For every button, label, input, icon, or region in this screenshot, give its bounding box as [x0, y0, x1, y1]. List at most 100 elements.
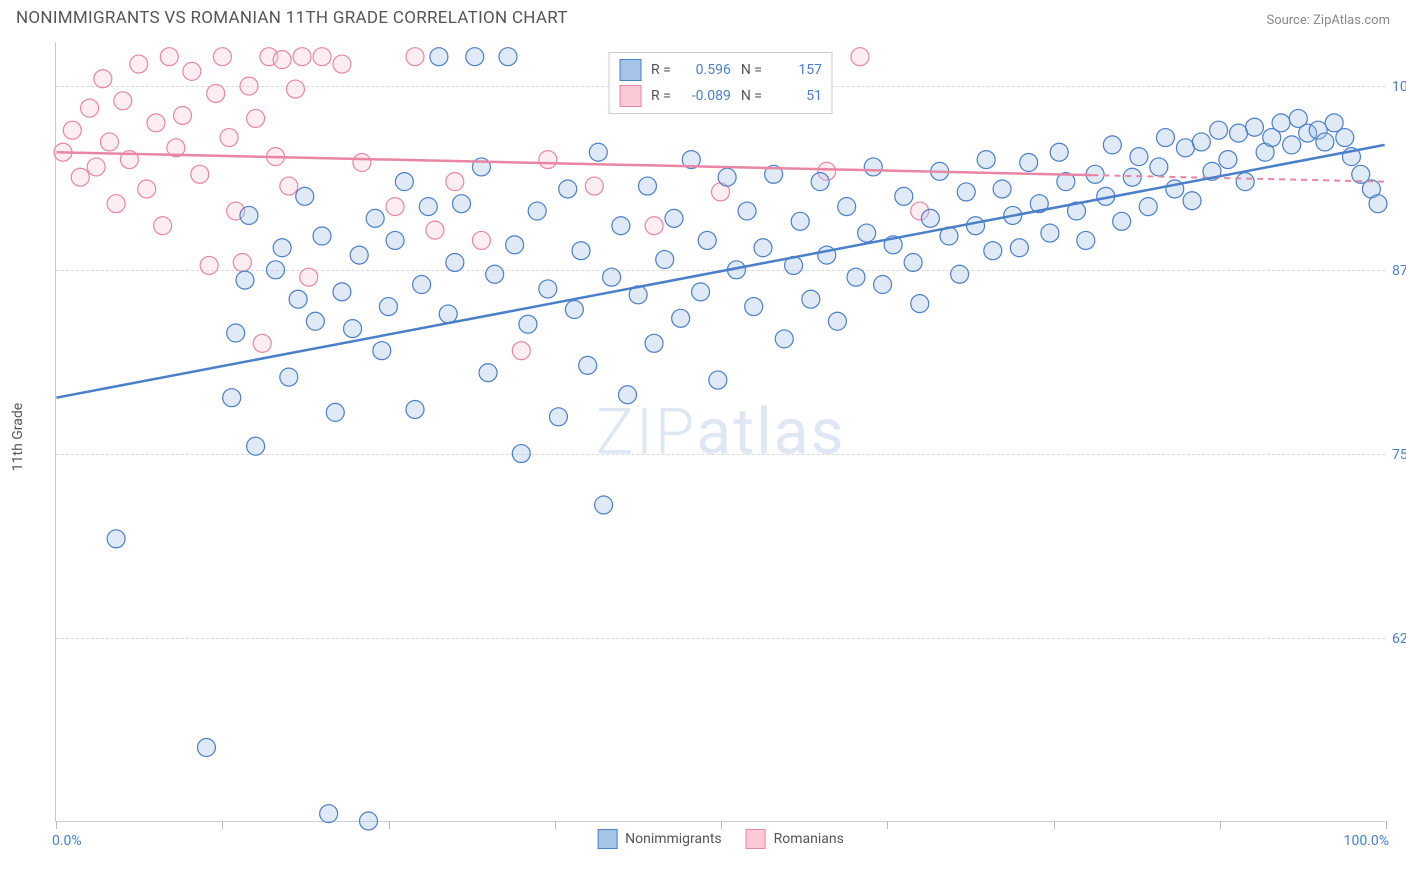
- data-point: [1176, 139, 1194, 157]
- data-point: [754, 239, 772, 257]
- x-tick: [887, 821, 888, 829]
- data-point: [289, 290, 307, 308]
- y-tick-label: 75.0%: [1392, 447, 1406, 463]
- data-point: [466, 48, 484, 66]
- data-point: [1336, 129, 1354, 147]
- data-point: [984, 242, 1002, 260]
- data-point: [718, 168, 736, 186]
- plot-area: ZIPatlas R = 0.596 N = 157 R = -0.089 N …: [55, 42, 1385, 822]
- data-point: [993, 180, 1011, 198]
- data-point: [197, 739, 215, 757]
- data-point: [1041, 224, 1059, 242]
- data-point: [183, 62, 201, 80]
- legend-row-romanians: R = -0.089 N = 51: [619, 83, 822, 109]
- legend-swatch-romanians: [619, 85, 641, 107]
- data-point: [326, 403, 344, 421]
- data-point: [692, 283, 710, 301]
- data-point: [1316, 133, 1334, 151]
- data-point: [267, 261, 285, 279]
- data-point: [419, 198, 437, 216]
- data-point: [539, 280, 557, 298]
- x-tick: [721, 821, 722, 829]
- data-point: [147, 114, 165, 132]
- data-point: [1192, 133, 1210, 151]
- data-point: [1130, 148, 1148, 166]
- legend-color-nonimmigrants: [597, 829, 617, 849]
- data-point: [1183, 192, 1201, 210]
- data-point: [698, 231, 716, 249]
- data-point: [300, 268, 318, 286]
- chart-title: NONIMMIGRANTS VS ROMANIAN 11TH GRADE COR…: [16, 8, 568, 28]
- x-tick: [222, 821, 223, 829]
- chart-header: NONIMMIGRANTS VS ROMANIAN 11TH GRADE COR…: [0, 0, 1406, 32]
- data-point: [223, 389, 241, 407]
- data-point: [1103, 136, 1121, 154]
- data-point: [802, 290, 820, 308]
- data-point: [656, 251, 674, 269]
- data-point: [353, 154, 371, 172]
- data-point: [306, 312, 324, 330]
- chart-source: Source: ZipAtlas.com: [1266, 13, 1390, 28]
- data-point: [296, 187, 314, 205]
- data-point: [1050, 143, 1068, 161]
- data-point: [63, 121, 81, 139]
- legend-row-nonimmigrants: R = 0.596 N = 157: [619, 57, 822, 83]
- data-point: [512, 445, 530, 463]
- data-point: [1230, 124, 1248, 142]
- y-tick-label: 100.0%: [1392, 79, 1406, 95]
- data-point: [745, 298, 763, 316]
- data-point: [386, 231, 404, 249]
- x-axis-min-label: 0.0%: [52, 833, 82, 849]
- data-point: [519, 315, 537, 333]
- data-point: [847, 268, 865, 286]
- data-point: [154, 217, 172, 235]
- data-point: [665, 209, 683, 227]
- data-point: [911, 295, 929, 313]
- legend-color-romanians: [746, 829, 766, 849]
- data-point: [1369, 195, 1387, 213]
- data-point: [645, 217, 663, 235]
- data-point: [240, 77, 258, 95]
- data-point: [603, 268, 621, 286]
- data-point: [512, 342, 530, 360]
- data-point: [313, 48, 331, 66]
- data-point: [589, 143, 607, 161]
- data-point: [273, 239, 291, 257]
- data-point: [191, 165, 209, 183]
- data-point: [957, 183, 975, 201]
- data-point: [107, 530, 125, 548]
- data-point: [174, 107, 192, 125]
- data-point: [350, 246, 368, 264]
- data-point: [373, 342, 391, 360]
- data-point: [366, 209, 384, 227]
- data-point: [236, 271, 254, 289]
- data-point: [565, 301, 583, 319]
- data-point: [1010, 239, 1028, 257]
- data-point: [247, 437, 265, 455]
- data-point: [499, 48, 517, 66]
- data-point: [114, 92, 132, 110]
- data-point: [1150, 158, 1168, 176]
- data-point: [220, 129, 238, 147]
- data-point: [472, 231, 490, 249]
- data-point: [579, 356, 597, 374]
- data-point: [344, 320, 362, 338]
- data-point: [313, 227, 331, 245]
- data-point: [426, 221, 444, 239]
- data-point: [874, 276, 892, 294]
- data-point: [645, 334, 663, 352]
- data-point: [572, 242, 590, 260]
- chart-container: 11th Grade ZIPatlas R = 0.596 N = 157 R …: [0, 32, 1406, 842]
- data-point: [87, 158, 105, 176]
- x-tick: [1054, 821, 1055, 829]
- data-point: [1113, 212, 1131, 230]
- data-point: [638, 177, 656, 195]
- data-point: [1077, 231, 1095, 249]
- data-point: [395, 173, 413, 191]
- data-point: [1210, 121, 1228, 139]
- data-point: [379, 298, 397, 316]
- data-point: [94, 70, 112, 88]
- data-point: [1272, 114, 1290, 132]
- data-point: [286, 80, 304, 98]
- data-point: [160, 48, 178, 66]
